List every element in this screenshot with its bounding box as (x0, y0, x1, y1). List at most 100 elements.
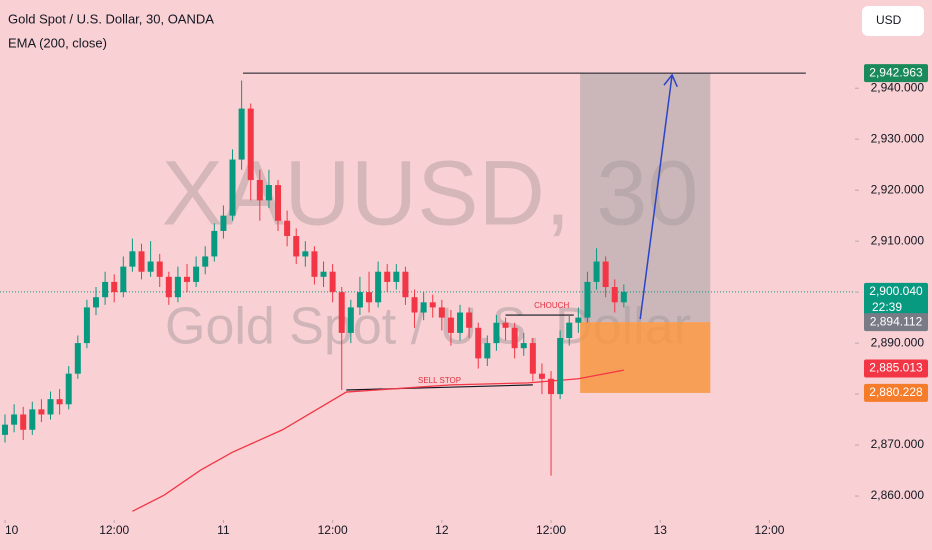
candle-body (620, 291, 627, 303)
candle-body (20, 414, 27, 430)
candle-body (11, 414, 18, 425)
y-tick-label: 2,890.000 (871, 335, 925, 349)
candle-body (38, 409, 45, 415)
candle-body (502, 322, 509, 328)
candle-body (165, 276, 172, 298)
x-tick-label: 12:00 (754, 523, 784, 537)
candle-body (302, 251, 309, 257)
candle-body (593, 261, 600, 282)
candle-body (447, 317, 454, 333)
y-tick-label: 2,860.000 (871, 488, 925, 502)
candle-body (548, 378, 555, 395)
candle-body (265, 185, 272, 201)
annotation-label: CHOUCH (534, 301, 569, 310)
currency-label: USD (876, 13, 902, 27)
x-tick-label: 13 (654, 523, 668, 537)
candle-body (320, 271, 327, 277)
y-tick-label: 2,870.000 (871, 437, 925, 451)
candle-body (484, 343, 491, 359)
y-tick-label: 2,920.000 (871, 182, 925, 196)
annotation-label: SELL STOP (418, 376, 461, 385)
price-tag (864, 282, 928, 317)
candle-body (356, 292, 363, 308)
candle-body (384, 271, 391, 282)
candle-body (83, 307, 90, 344)
price-tag-label: 2,900.040 (869, 284, 923, 298)
candle-body (120, 266, 127, 293)
candle-body (102, 281, 109, 298)
candle-body (311, 251, 318, 277)
candle-body (366, 292, 373, 303)
currency-button[interactable] (862, 6, 924, 36)
candle-body (329, 271, 336, 293)
candle-body (611, 287, 618, 303)
indicator-label: EMA (200, close) (8, 35, 107, 50)
countdown: 22:39 (872, 300, 902, 314)
candle-body (275, 185, 282, 221)
candle-body (375, 271, 382, 303)
y-tick-label: 2,940.000 (871, 80, 925, 94)
candle-body (520, 343, 527, 349)
candle-body (238, 108, 245, 160)
candle-body (411, 297, 418, 313)
candle-body (184, 276, 191, 282)
symbol-title: Gold Spot / U.S. Dollar, 30, OANDA (8, 11, 214, 26)
candle-body (429, 302, 436, 308)
candle-body (147, 261, 154, 272)
candle-body (56, 399, 63, 405)
candle-body (211, 230, 218, 257)
candle-body (566, 322, 573, 338)
y-tick-label: 2,930.000 (871, 131, 925, 145)
annotation-line (346, 384, 533, 391)
candle-body (74, 343, 81, 374)
price-tag (864, 383, 928, 402)
x-tick-label: 11 (217, 523, 230, 537)
x-tick-label: 10 (5, 523, 19, 537)
candle-body (466, 312, 473, 328)
candle-body (138, 251, 145, 272)
candle-body (557, 338, 564, 395)
candle-body (402, 271, 409, 298)
candle-body (347, 307, 354, 333)
candle-body (393, 271, 400, 282)
candle-body (475, 327, 482, 359)
candle-body (256, 179, 263, 201)
arrow-head (663, 73, 678, 88)
candle-body (93, 297, 100, 308)
price-tag (864, 313, 928, 332)
candle-body (129, 251, 136, 267)
candle-body (284, 220, 291, 237)
x-tick-label: 12 (435, 523, 449, 537)
candle-body (338, 292, 345, 333)
candle-body (156, 261, 163, 277)
candle-body (29, 409, 36, 430)
price-tag (864, 359, 928, 378)
candle-body (65, 373, 72, 405)
candle-body (529, 343, 536, 374)
price-tag (864, 64, 928, 83)
candle-body (2, 424, 9, 435)
candle-body (602, 261, 609, 288)
x-tick-label: 12:00 (318, 523, 348, 537)
candle-body (293, 236, 300, 257)
y-tick-label: 2,910.000 (871, 233, 925, 247)
candle-body (47, 399, 54, 415)
arrow-line (639, 74, 673, 320)
candle-body (575, 317, 582, 323)
candle-body (584, 281, 591, 318)
candle-body (420, 302, 427, 313)
candle-body (438, 307, 445, 318)
price-tag-label: 2,880.228 (869, 385, 923, 399)
candle-body (220, 215, 227, 231)
x-tick-label: 12:00 (99, 523, 129, 537)
candle-body (493, 322, 500, 344)
candle-body (229, 159, 236, 216)
price-tag-label: 2,885.013 (869, 361, 923, 375)
price-tag-label: 2,894.112 (870, 314, 923, 328)
x-tick-label: 12:00 (536, 523, 566, 537)
price-tag-label: 2,942.963 (869, 65, 923, 79)
plot: 2,860.0002,870.0002,880.0002,890.0002,90… (0, 64, 928, 537)
candle-body (111, 281, 118, 293)
candle-body (202, 256, 209, 267)
